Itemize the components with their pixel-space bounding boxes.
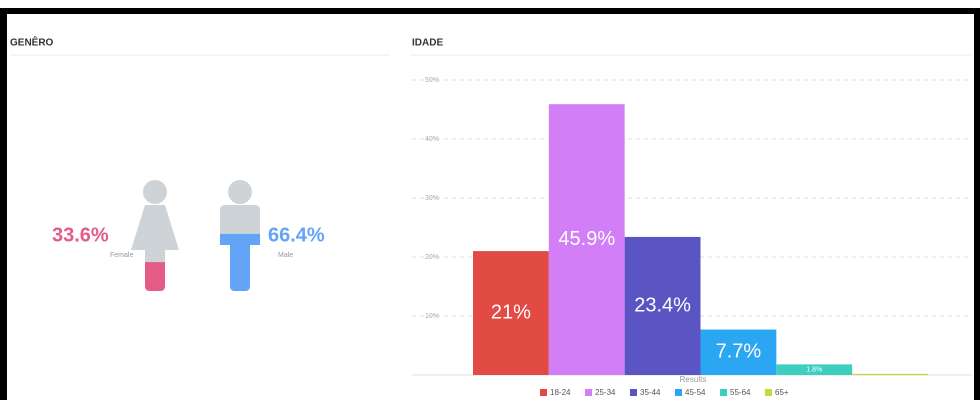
- frame-top: [0, 8, 980, 14]
- icon-head: [143, 180, 167, 204]
- value-label: 45.9%: [558, 228, 615, 250]
- legend-swatch: [630, 389, 637, 396]
- x-axis-label: Results: [680, 375, 707, 384]
- y-tick-label: 50%: [425, 77, 439, 84]
- bar: [700, 329, 777, 375]
- gender-percent: 33.6%: [52, 224, 109, 246]
- y-tick-label: 30%: [425, 195, 439, 202]
- legend-label: 25-34: [595, 388, 616, 397]
- gender-label: Female: [110, 252, 133, 259]
- gender-title: GENÊRO: [10, 36, 54, 49]
- gender-label: Male: [278, 252, 293, 259]
- value-label: 7.7%: [716, 341, 762, 363]
- gender-percent: 66.4%: [268, 224, 325, 246]
- bar: [776, 364, 853, 375]
- y-tick-label: 20%: [425, 254, 439, 261]
- value-label: 23.4%: [634, 294, 691, 316]
- bar: [624, 236, 701, 375]
- legend-label: 18-24: [550, 388, 571, 397]
- legend-swatch: [765, 389, 772, 396]
- y-tick-label: 10%: [425, 313, 439, 320]
- legend-swatch: [540, 389, 547, 396]
- value-label: 21%: [491, 301, 531, 323]
- y-tick-label: 40%: [425, 136, 439, 143]
- age-title: IDADE: [412, 38, 443, 49]
- legend-label: 55-64: [730, 388, 751, 397]
- legend-label: 65+: [775, 388, 789, 397]
- frame-right: [974, 8, 980, 400]
- frame-left: [0, 8, 7, 400]
- legend-label: 35-44: [640, 388, 661, 397]
- value-label: 1.8%: [806, 367, 822, 374]
- icon-head: [228, 180, 252, 204]
- bar: [852, 373, 928, 375]
- legend-label: 45-54: [685, 388, 706, 397]
- bar: [473, 251, 549, 375]
- bar: [548, 104, 625, 375]
- legend-swatch: [720, 389, 727, 396]
- legend-swatch: [585, 389, 592, 396]
- legend-swatch: [675, 389, 682, 396]
